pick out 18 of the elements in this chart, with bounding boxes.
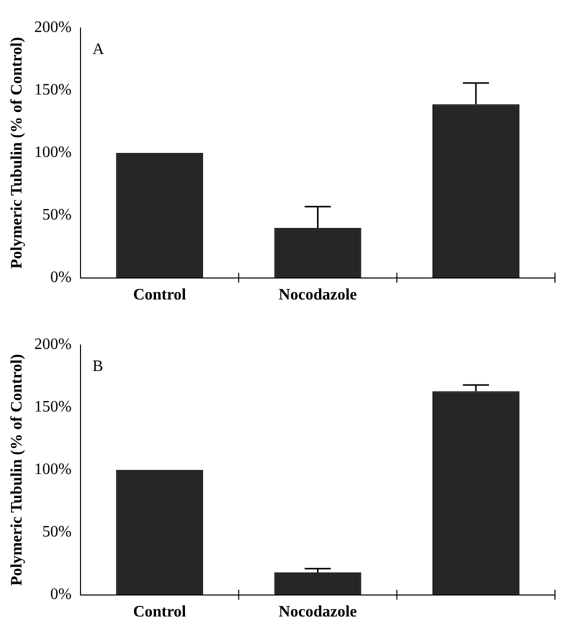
annotation: B (92, 358, 104, 376)
y-tick-label: 200% (34, 336, 72, 354)
x-tick-label: Control (133, 604, 187, 621)
y-tick-label: 50% (42, 524, 72, 541)
y-axis-title: Polymeric Tubulin (% of Control) (8, 37, 26, 269)
y-tick-label: 50% (42, 206, 72, 224)
x-tick-label: Nocodazole (278, 604, 357, 621)
y-tick-label: 150% (34, 82, 72, 99)
y-axis-title: Polymeric Tubulin (% of Control) (8, 354, 26, 586)
x-tick-label: Control (133, 286, 187, 304)
x-tick-label: Nocodazole (278, 286, 357, 304)
annotation: A (92, 41, 105, 58)
y-tick-label: 150% (34, 398, 72, 416)
y-tick-label: 100% (34, 144, 72, 162)
y-tick-label: 100% (34, 461, 72, 478)
y-tick-label: 200% (34, 19, 72, 36)
y-tick-label: 0% (50, 586, 72, 604)
y-tick-label: 0% (50, 269, 72, 286)
